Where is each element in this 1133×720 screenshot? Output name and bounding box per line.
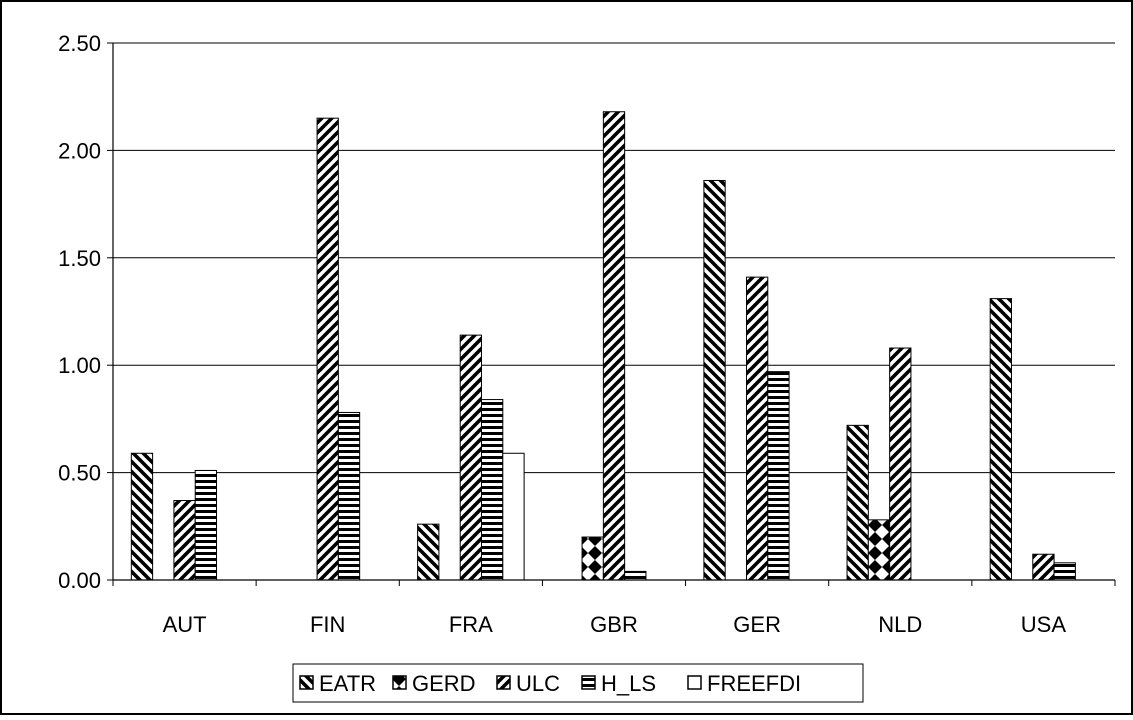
bar-ulc-fin xyxy=(316,117,339,581)
x-tick-label: USA xyxy=(1021,612,1067,637)
legend-swatch xyxy=(299,675,314,690)
x-tick-label: GER xyxy=(733,612,781,637)
bar-ulc-nld xyxy=(889,347,912,581)
y-tick-label: 2.50 xyxy=(58,31,101,56)
bar-eatr-aut xyxy=(130,452,154,581)
bar-ulc-ger xyxy=(745,276,769,581)
bar-eatr-fra xyxy=(417,523,440,581)
bar-gerd-gbr xyxy=(581,536,604,581)
bar-ulc-gbr xyxy=(602,111,626,581)
bar-h-ls-usa xyxy=(1053,562,1076,581)
legend-box xyxy=(292,663,864,703)
bar-h-ls-gbr xyxy=(624,570,647,581)
legend-swatch xyxy=(687,675,702,690)
x-tick-label: NLD xyxy=(878,612,922,637)
y-tick-label: 0.50 xyxy=(58,461,101,486)
legend-swatch xyxy=(392,675,407,690)
y-tick-label: 2.00 xyxy=(58,138,101,163)
legend-label: FREEFDI xyxy=(707,671,801,696)
bar-ulc-usa xyxy=(1032,553,1055,581)
axes xyxy=(112,43,1115,581)
bar-ulc-aut xyxy=(173,500,196,581)
x-tick-label: GBR xyxy=(590,612,638,637)
legend-label: H_LS xyxy=(601,671,656,696)
bar-h-ls-fin xyxy=(337,411,361,581)
y-axis-ticks: 0.00 0.50 1.00 1.50 2.00 2.50 xyxy=(58,31,113,593)
bar-ulc-fra xyxy=(459,334,483,581)
bar-h-ls-fra xyxy=(481,399,504,581)
x-tick-label: FRA xyxy=(449,612,493,637)
bar-eatr-usa xyxy=(989,298,1012,581)
y-tick-label: 0.00 xyxy=(58,568,101,593)
y-tick-label: 1.00 xyxy=(58,353,101,378)
legend-swatch xyxy=(581,675,596,690)
bar-eatr-nld xyxy=(846,424,869,581)
legend: EATR GERD ULC H_LS FREEFDI xyxy=(292,663,864,703)
legend-swatch xyxy=(496,675,511,690)
bar-h-ls-ger xyxy=(767,371,790,581)
bars xyxy=(130,111,1076,581)
bar-freefdi-fra xyxy=(502,452,525,581)
legend-label: ULC xyxy=(516,671,560,696)
bar-gerd-nld xyxy=(867,519,891,581)
x-tick-label: FIN xyxy=(310,612,345,637)
legend-label: GERD xyxy=(412,671,476,696)
legend-label: EATR xyxy=(319,671,376,696)
x-axis-ticks: AUT FIN FRA GBR GER NLD USA xyxy=(112,580,1116,637)
y-tick-label: 1.50 xyxy=(58,246,101,271)
bar-eatr-ger xyxy=(703,179,726,581)
bar-h-ls-aut xyxy=(194,469,218,581)
x-tick-label: AUT xyxy=(163,612,207,637)
